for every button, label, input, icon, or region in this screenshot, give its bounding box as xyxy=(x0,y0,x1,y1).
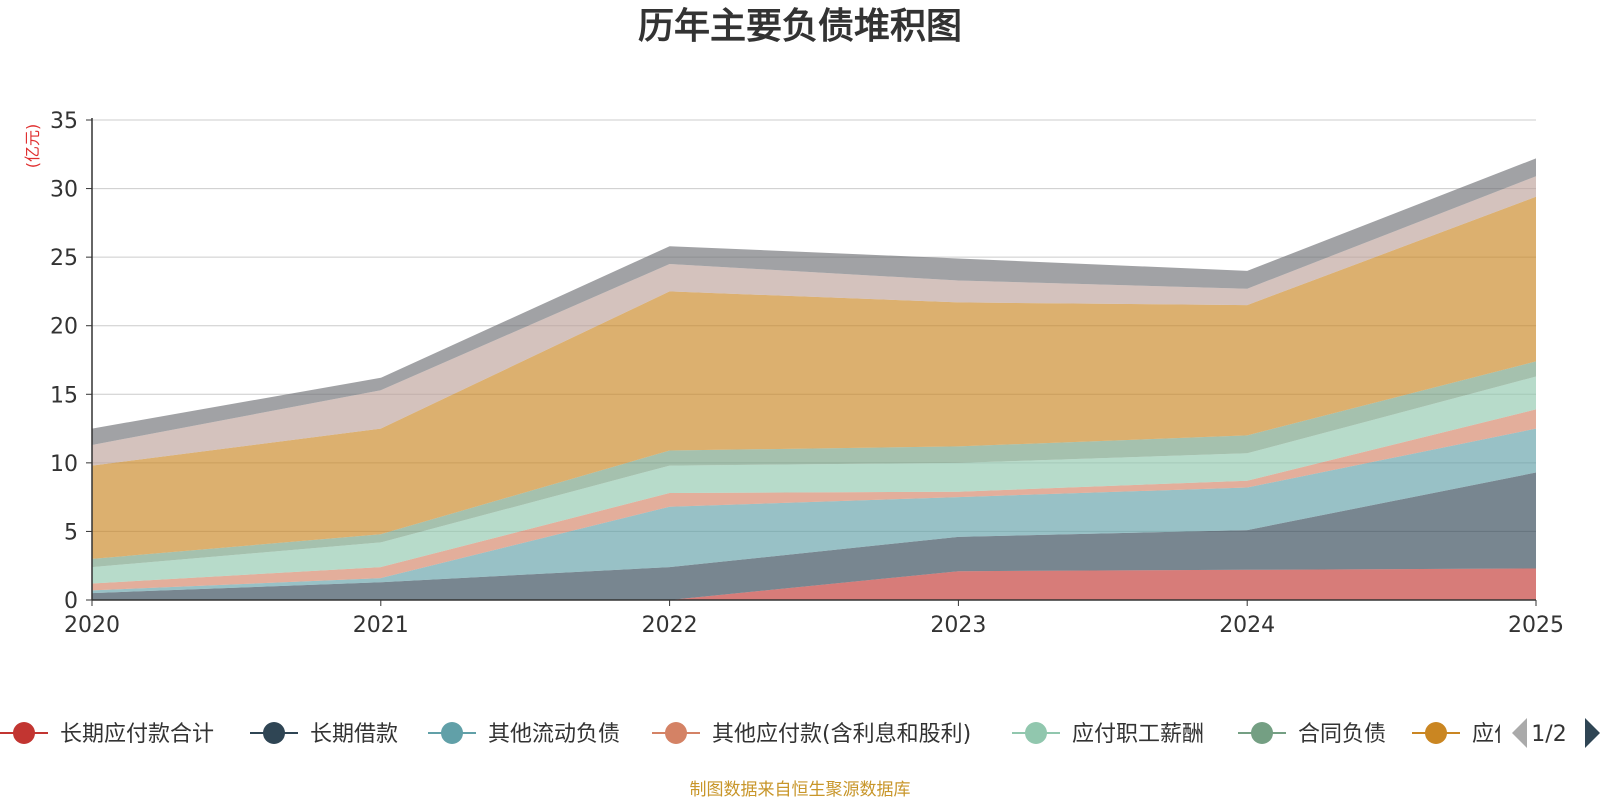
legend-item-2[interactable]: 长期借款 xyxy=(250,722,398,747)
x-tick-label: 2021 xyxy=(353,613,409,638)
x-tick-label: 2023 xyxy=(930,613,986,638)
y-tick-label: 20 xyxy=(50,315,78,340)
area-series-7[interactable] xyxy=(92,196,1536,559)
legend-pager: 1/2 xyxy=(1512,718,1600,748)
legend-prev-page-icon[interactable] xyxy=(1512,718,1527,748)
legend-label: 合同负债 xyxy=(1298,722,1386,747)
legend-page-indicator: 1/2 xyxy=(1531,722,1566,747)
y-axis-unit-label: (亿元) xyxy=(23,124,42,169)
legend-next-page-icon[interactable] xyxy=(1585,718,1600,748)
y-tick-label: 30 xyxy=(50,178,78,203)
series-areas xyxy=(92,158,1536,600)
area-series-8[interactable] xyxy=(92,176,1536,466)
area-series-1[interactable] xyxy=(92,568,1536,601)
chart-title: 历年主要负债堆积图 xyxy=(638,6,962,47)
area-series-3[interactable] xyxy=(92,428,1536,594)
legend-item-5[interactable]: 应付职工薪酬 xyxy=(1012,722,1204,747)
area-series-2[interactable] xyxy=(92,472,1536,601)
legend-marker xyxy=(13,722,35,744)
legend-label: 其他应付款(含利息和股利) xyxy=(712,722,971,747)
area-series-4[interactable] xyxy=(92,409,1536,591)
y-tick-label: 5 xyxy=(64,520,78,545)
legend-marker xyxy=(1251,722,1273,744)
legend-label: 应付账款 xyxy=(1472,722,1560,747)
legend-marker xyxy=(1425,722,1447,744)
y-tick-label: 15 xyxy=(50,383,78,408)
area-series-9[interactable] xyxy=(92,158,1536,445)
legend-label: 其他流动负债 xyxy=(488,722,620,747)
legend-item-7[interactable]: 应付账款 xyxy=(1412,722,1560,747)
data-source-note: 制图数据来自恒生聚源数据库 xyxy=(690,780,911,800)
legend-marker xyxy=(1025,722,1047,744)
area-series-6[interactable] xyxy=(92,361,1536,568)
y-tick-label: 25 xyxy=(50,246,78,271)
legend-label: 长期借款 xyxy=(310,722,398,747)
x-tick-label: 2025 xyxy=(1508,613,1564,638)
y-tick-label: 10 xyxy=(50,452,78,477)
y-axis-ticks: 0 5 10 15 20 25 30 35 xyxy=(50,109,92,614)
y-tick-label: 35 xyxy=(50,109,78,134)
legend-item-6[interactable]: 合同负债 xyxy=(1238,722,1386,747)
legend-item-1[interactable]: 长期应付款合计 xyxy=(0,722,214,747)
legend-marker xyxy=(441,722,463,744)
legend-marker xyxy=(665,722,687,744)
legend-label: 长期应付款合计 xyxy=(60,722,214,747)
x-axis-ticks: 2020 2021 2022 2023 2024 2025 xyxy=(64,600,1564,638)
legend-item-3[interactable]: 其他流动负债 xyxy=(428,722,620,747)
x-tick-label: 2022 xyxy=(642,613,698,638)
axes xyxy=(91,118,1536,601)
legend-item-4[interactable]: 其他应付款(含利息和股利) xyxy=(652,722,971,747)
area-series-5[interactable] xyxy=(92,376,1536,584)
y-tick-label: 0 xyxy=(64,589,78,614)
x-tick-label: 2020 xyxy=(64,613,120,638)
legend-label: 应付职工薪酬 xyxy=(1072,722,1204,747)
legend-marker xyxy=(263,722,285,744)
legend: 长期应付款合计 长期借款 其他流动负债 其他应付款(含利息和股利) 应付职工薪酬 合同负债… xyxy=(0,722,1560,747)
x-tick-label: 2024 xyxy=(1219,613,1275,638)
